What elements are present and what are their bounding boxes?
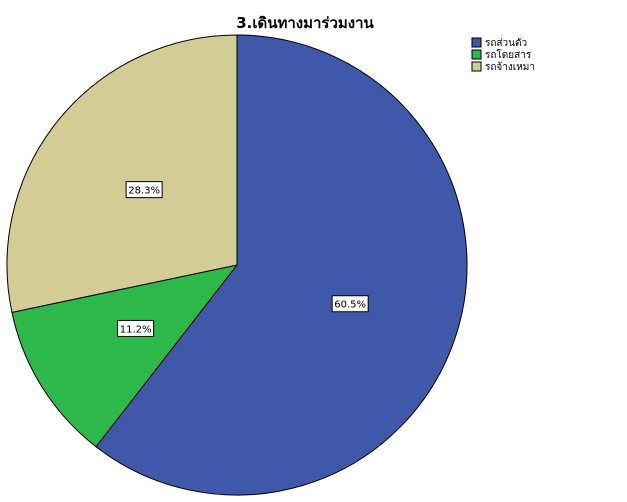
pie-slices [6,34,468,496]
legend-label-3: รถจ้างเหมา [485,61,535,73]
slice-label-box-3 [125,181,163,199]
slice-label-1: 60.5% [331,295,369,313]
legend-swatch-1 [471,37,482,48]
slice-label-2: 11.2% [117,319,155,337]
pie-slice-3 [6,34,238,313]
slice-label-text-3: 28.3% [128,186,160,197]
legend-swatch-3 [471,61,482,72]
slice-label-3: 28.3% [125,181,163,199]
pie-slice-2 [11,264,239,448]
pie-labels: 60.5% 11.2% 28.3% [117,181,369,337]
legend-swatch-2 [471,49,482,60]
pie-slice-1 [95,34,468,496]
slice-label-box-1 [331,295,369,313]
chart-title: 3.เดินทางมาร่วมงาน [236,14,374,32]
legend-label-2: รถโดยสาร [485,48,532,61]
legend-item-3: รถจ้างเหมา [471,61,535,73]
slice-label-text-1: 60.5% [334,300,366,311]
legend-label-1: รถส่วนตัว [485,38,527,49]
slice-label-box-2 [117,319,155,337]
legend-item-2: รถโดยสาร [471,48,532,61]
legend-item-1: รถส่วนตัว [471,37,527,49]
slice-label-text-2: 11.2% [120,324,152,335]
